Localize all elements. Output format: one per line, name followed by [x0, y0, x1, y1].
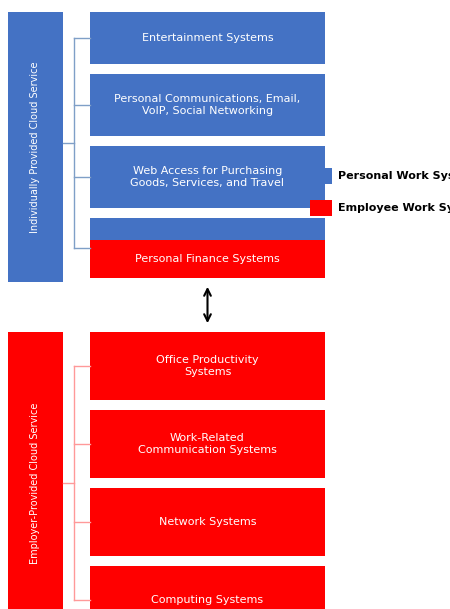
Bar: [90, 488, 325, 556]
Bar: [90, 410, 325, 478]
Text: Work-Related
Communication Systems: Work-Related Communication Systems: [138, 433, 277, 455]
Text: Personal Work System: Personal Work System: [338, 171, 450, 181]
Text: Web Access for Purchasing
Goods, Services, and Travel: Web Access for Purchasing Goods, Service…: [130, 166, 284, 188]
Bar: [310, 200, 332, 216]
Bar: [310, 168, 332, 184]
Text: Office Productivity
Systems: Office Productivity Systems: [156, 355, 259, 377]
Text: Personal Communications, Email,
VoIP, Social Networking: Personal Communications, Email, VoIP, So…: [114, 94, 301, 116]
Bar: [8, 12, 63, 282]
Bar: [90, 12, 325, 64]
Bar: [90, 240, 325, 278]
Text: Employer-Provided Cloud Service: Employer-Provided Cloud Service: [31, 403, 40, 564]
Text: Employee Work System: Employee Work System: [338, 203, 450, 213]
Bar: [90, 218, 325, 240]
Text: Computing Systems: Computing Systems: [152, 595, 264, 605]
Bar: [90, 146, 325, 208]
Bar: [90, 74, 325, 136]
Text: Entertainment Systems: Entertainment Systems: [142, 33, 273, 43]
Bar: [90, 332, 325, 400]
Bar: [90, 566, 325, 609]
Text: Individually Provided Cloud Service: Individually Provided Cloud Service: [31, 62, 40, 233]
Bar: [8, 332, 63, 609]
Text: Personal Finance Systems: Personal Finance Systems: [135, 254, 280, 264]
Text: Network Systems: Network Systems: [159, 517, 256, 527]
